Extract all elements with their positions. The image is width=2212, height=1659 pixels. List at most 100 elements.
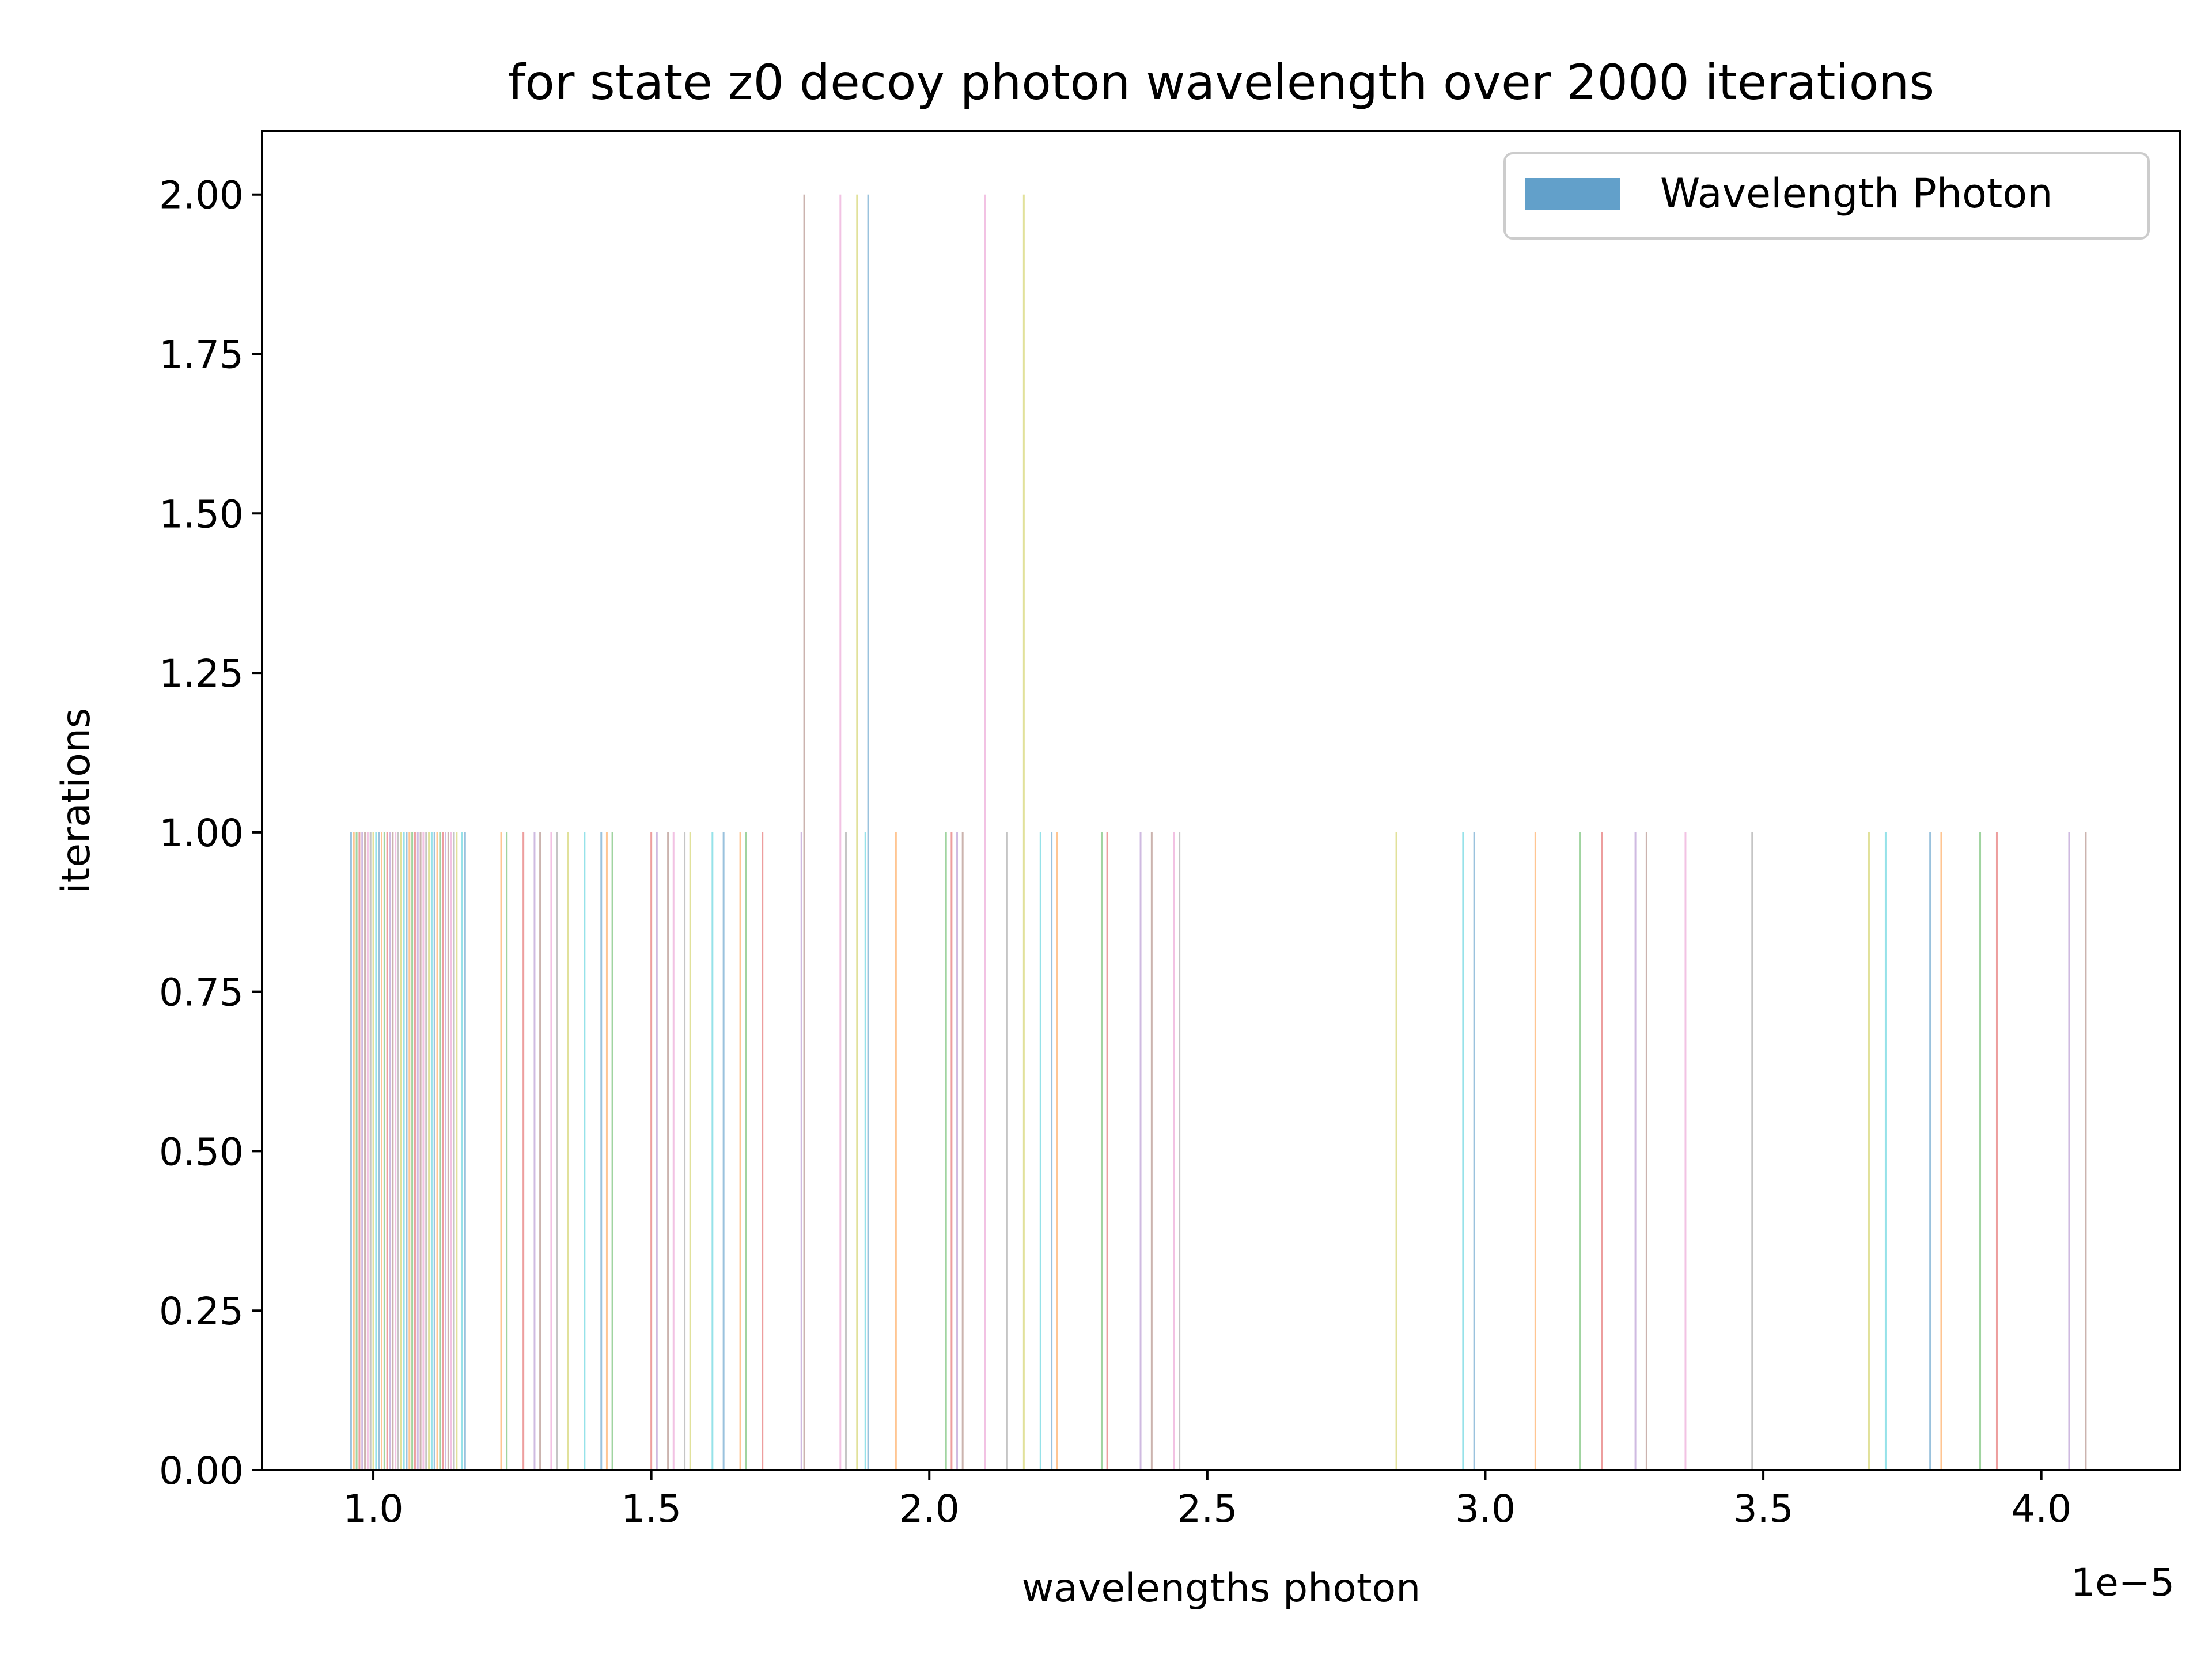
bar: [1006, 832, 1008, 1470]
bar: [397, 832, 399, 1470]
bar: [350, 832, 352, 1470]
bar: [506, 832, 508, 1470]
bar: [1051, 832, 1053, 1470]
legend-frame: [1503, 152, 2150, 240]
bar: [453, 832, 455, 1470]
bar: [408, 832, 411, 1470]
bar: [762, 832, 764, 1470]
bar: [358, 832, 361, 1470]
bar: [1940, 832, 1942, 1470]
bar: [1100, 832, 1103, 1470]
bar: [1462, 832, 1464, 1470]
bar: [1645, 832, 1647, 1470]
bar: [533, 832, 536, 1470]
x-offset-text: 1e−5: [2071, 1560, 2175, 1605]
bar: [689, 832, 691, 1470]
bar: [1929, 832, 1931, 1470]
y-tick-label: 1.50: [159, 492, 244, 536]
bars-group: [350, 194, 2087, 1470]
bar: [1139, 832, 1142, 1470]
x-tick-label: 3.0: [1455, 1487, 1516, 1531]
bar: [389, 832, 391, 1470]
bar: [1534, 832, 1536, 1470]
y-tick-label: 2.00: [159, 173, 244, 218]
bar: [381, 832, 383, 1470]
bar: [1868, 832, 1870, 1470]
bar: [950, 832, 953, 1470]
bar: [1601, 832, 1603, 1470]
bar: [672, 832, 675, 1470]
bar: [361, 832, 363, 1470]
bar: [844, 832, 847, 1470]
bar: [353, 832, 355, 1470]
x-axis-label: wavelengths photon: [1022, 1566, 1421, 1611]
bar: [1039, 832, 1041, 1470]
y-tick-label: 0.50: [159, 1130, 244, 1174]
bar: [1634, 832, 1637, 1470]
x-tick-label: 4.0: [2011, 1487, 2071, 1531]
bar: [439, 832, 441, 1470]
bar: [605, 832, 608, 1470]
bar: [1022, 194, 1025, 1470]
bar: [1106, 832, 1108, 1470]
bar: [403, 832, 405, 1470]
bar: [430, 832, 433, 1470]
bar: [984, 194, 986, 1470]
bar: [400, 832, 402, 1470]
x-tick-label: 1.5: [621, 1487, 681, 1531]
bar: [416, 832, 419, 1470]
bar: [650, 832, 653, 1470]
bar: [406, 832, 408, 1470]
bar: [456, 832, 458, 1470]
bar: [864, 832, 866, 1470]
bar: [414, 832, 416, 1470]
bar: [522, 832, 525, 1470]
y-tick-label: 1.00: [159, 811, 244, 855]
legend-entry-label: Wavelength Photon: [1660, 170, 2053, 217]
plot-frame: [261, 130, 2181, 1471]
x-tick-label: 3.5: [1733, 1487, 1794, 1531]
bar: [867, 194, 869, 1470]
bar: [895, 832, 897, 1470]
y-axis-ticks: 0.00 0.25 0.50 0.75 1.00 1.25 1.50 1.75 2.00: [159, 173, 262, 1493]
bar: [1979, 832, 1982, 1470]
bar: [445, 832, 447, 1470]
bar: [419, 832, 422, 1470]
chart-title: for state z0 decoy photon wavelength ove…: [508, 54, 1934, 111]
bar: [567, 832, 569, 1470]
bar: [433, 832, 435, 1470]
bar: [956, 832, 959, 1470]
bar: [383, 832, 385, 1470]
bar: [447, 832, 449, 1470]
bar: [800, 832, 802, 1470]
bar: [378, 832, 380, 1470]
bar: [411, 832, 414, 1470]
bar: [1173, 832, 1175, 1470]
x-axis-ticks: 1.0 1.5 2.0 2.5 3.0 3.5 4.0: [343, 1470, 2071, 1531]
bar: [961, 832, 964, 1470]
bar: [464, 832, 466, 1470]
bar: [945, 832, 947, 1470]
bar: [395, 832, 397, 1470]
y-axis-label: iterations: [54, 708, 99, 894]
bar: [722, 832, 725, 1470]
bar: [364, 832, 366, 1470]
x-tick-label: 2.0: [899, 1487, 960, 1531]
bar: [369, 832, 372, 1470]
bar: [1056, 832, 1058, 1470]
bar: [803, 194, 805, 1470]
bar: [656, 832, 658, 1470]
bar: [1473, 832, 1475, 1470]
bar: [1995, 832, 1998, 1470]
bar: [1884, 832, 1887, 1470]
y-tick-label: 1.75: [159, 333, 244, 377]
bar: [2085, 832, 2087, 1470]
bar: [739, 832, 741, 1470]
y-tick-label: 0.00: [159, 1449, 244, 1493]
bar: [711, 832, 714, 1470]
legend: Wavelength Photon: [1503, 152, 2150, 240]
bar: [425, 832, 427, 1470]
legend-swatch: [1525, 178, 1620, 210]
bar: [667, 832, 669, 1470]
